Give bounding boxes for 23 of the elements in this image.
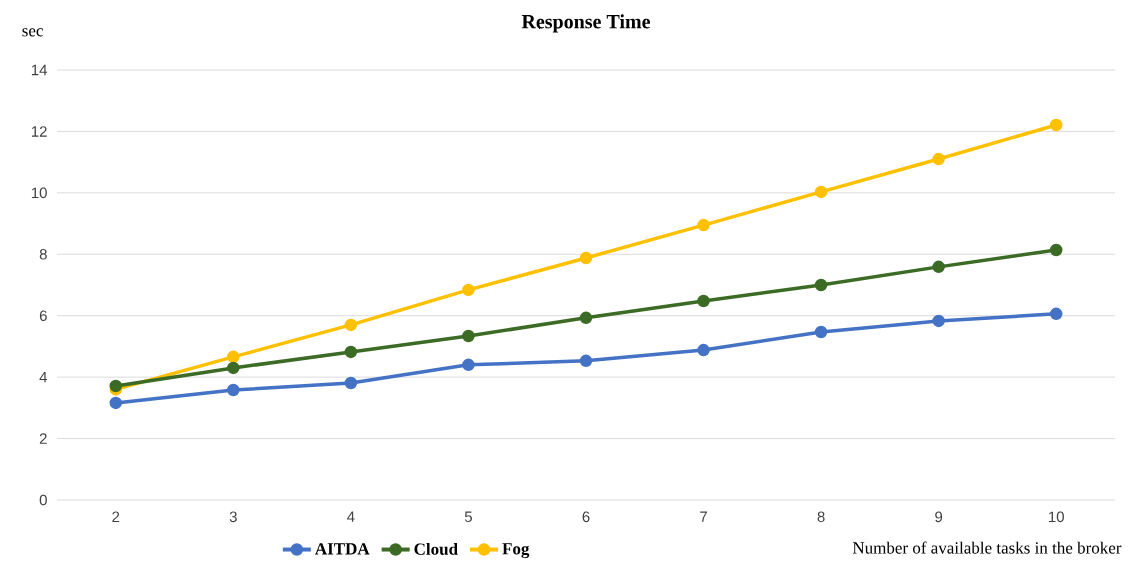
legend-label: Fog [502,543,530,559]
y-tick-label: 8 [39,248,47,260]
x-tick-label: 5 [464,511,472,522]
y-tick-label: 10 [31,187,47,199]
y-tick-label: 12 [31,126,47,137]
x-tick-label: 7 [700,511,707,522]
chart-title: Response Time [521,14,651,33]
x-tick-label: 10 [1049,511,1064,523]
y-tick-label: 14 [31,64,48,76]
y-axis-title: sec [22,28,43,37]
x-tick-label: 9 [935,511,943,523]
y-tick-label: 6 [39,310,47,322]
y-tick-label: 0 [39,494,47,506]
legend-label: AITDA [315,543,370,555]
x-tick-label: 8 [817,511,825,523]
x-tick-label: 2 [112,511,120,522]
y-tick-label: 2 [39,433,47,444]
x-tick-label: 6 [582,511,590,523]
legend-label: Cloud [414,542,458,555]
x-tick-label: 4 [347,511,355,522]
x-tick-label: 3 [229,511,237,523]
y-tick-label: 4 [39,371,48,383]
x-axis-title: Number of available tasks in the broker [852,541,1122,554]
